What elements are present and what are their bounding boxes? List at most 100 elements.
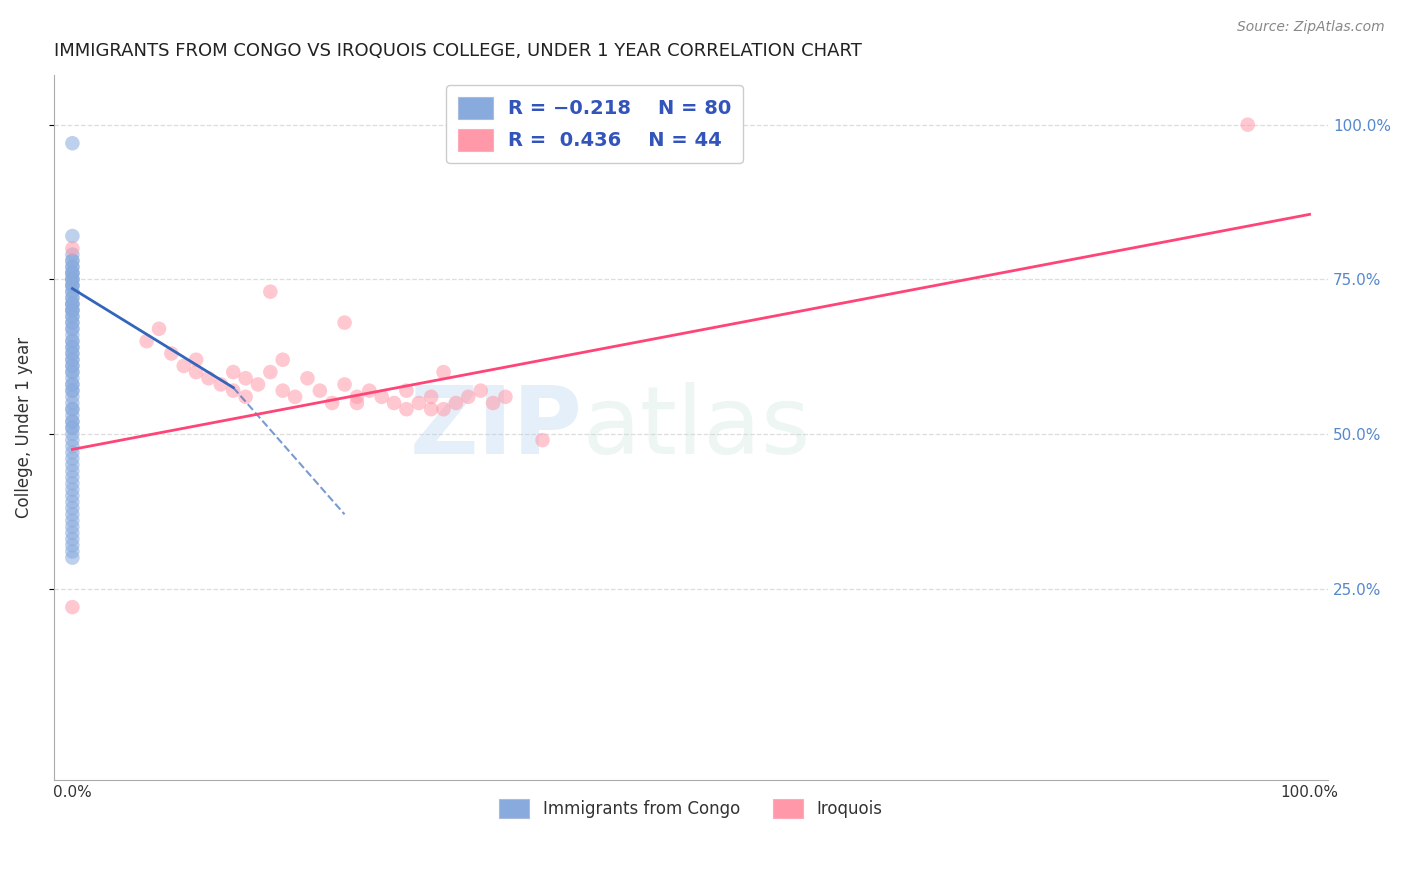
Point [60, 365, 83, 379]
Point [470, 384, 492, 398]
Point [60, 409, 83, 423]
Point [60, 316, 83, 330]
Point [60, 266, 83, 280]
Point [60, 346, 83, 360]
Point [60, 402, 83, 417]
Point [346, 390, 368, 404]
Point [60, 514, 83, 528]
Point [60, 508, 83, 522]
Point [60, 278, 83, 293]
Point [60, 402, 83, 417]
Point [60, 476, 83, 491]
Point [60, 433, 83, 447]
Point [60, 489, 83, 503]
Point [60, 445, 83, 459]
Point [60, 291, 83, 305]
Point [197, 371, 219, 385]
Point [60, 451, 83, 466]
Point [222, 384, 245, 398]
Text: ZIP: ZIP [409, 382, 582, 474]
Point [209, 377, 232, 392]
Point [60, 346, 83, 360]
Point [482, 396, 505, 410]
Point [60, 525, 83, 540]
Point [60, 426, 83, 441]
Point [60, 322, 83, 336]
Point [246, 377, 269, 392]
Point [173, 359, 195, 373]
Point [60, 532, 83, 546]
Point [60, 272, 83, 286]
Point [346, 396, 368, 410]
Point [284, 390, 307, 404]
Y-axis label: College, Under 1 year: College, Under 1 year [15, 337, 32, 518]
Point [308, 384, 330, 398]
Point [60, 303, 83, 318]
Point [60, 334, 83, 348]
Point [321, 396, 343, 410]
Point [60, 316, 83, 330]
Point [382, 396, 405, 410]
Point [395, 384, 418, 398]
Point [60, 483, 83, 497]
Point [60, 285, 83, 299]
Point [60, 303, 83, 318]
Point [297, 371, 319, 385]
Point [60, 470, 83, 484]
Point [60, 352, 83, 367]
Point [420, 390, 443, 404]
Text: Source: ZipAtlas.com: Source: ZipAtlas.com [1237, 20, 1385, 34]
Point [60, 390, 83, 404]
Point [60, 253, 83, 268]
Point [60, 359, 83, 373]
Point [60, 359, 83, 373]
Point [420, 402, 443, 417]
Point [60, 297, 83, 311]
Point [271, 352, 294, 367]
Point [259, 285, 281, 299]
Point [60, 415, 83, 429]
Point [408, 396, 430, 410]
Point [531, 433, 554, 447]
Point [160, 346, 183, 360]
Point [60, 415, 83, 429]
Point [60, 278, 83, 293]
Point [222, 365, 245, 379]
Point [60, 495, 83, 509]
Point [60, 334, 83, 348]
Point [60, 544, 83, 558]
Point [60, 260, 83, 274]
Point [60, 421, 83, 435]
Point [60, 297, 83, 311]
Point [60, 352, 83, 367]
Point [60, 253, 83, 268]
Point [60, 260, 83, 274]
Point [60, 229, 83, 244]
Point [432, 402, 454, 417]
Point [370, 390, 392, 404]
Point [60, 136, 83, 151]
Point [60, 365, 83, 379]
Point [457, 390, 479, 404]
Point [60, 519, 83, 533]
Point [60, 310, 83, 324]
Legend: Immigrants from Congo, Iroquois: Immigrants from Congo, Iroquois [492, 792, 889, 825]
Point [60, 600, 83, 615]
Point [60, 297, 83, 311]
Point [235, 390, 257, 404]
Point [1236, 118, 1258, 132]
Point [444, 396, 467, 410]
Point [359, 384, 381, 398]
Point [60, 421, 83, 435]
Point [60, 371, 83, 385]
Point [60, 377, 83, 392]
Point [60, 285, 83, 299]
Point [135, 334, 157, 348]
Point [60, 291, 83, 305]
Point [395, 402, 418, 417]
Point [235, 371, 257, 385]
Point [60, 303, 83, 318]
Point [60, 384, 83, 398]
Point [60, 266, 83, 280]
Point [432, 365, 454, 379]
